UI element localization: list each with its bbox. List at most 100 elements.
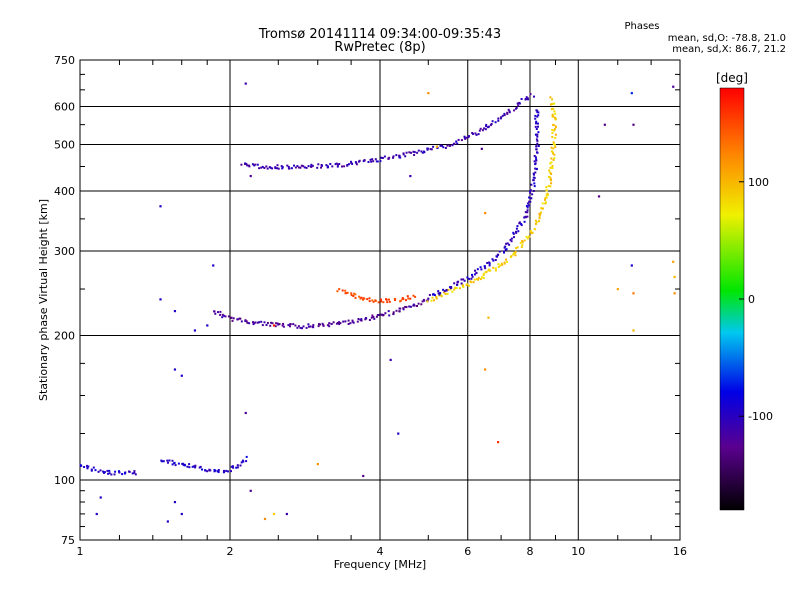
echo-point (526, 211, 529, 214)
echo-point (488, 264, 491, 267)
echo-point (379, 160, 382, 163)
echo-point (307, 323, 310, 326)
echo-point (473, 278, 476, 281)
echo-point (405, 299, 407, 302)
echo-point (488, 261, 491, 264)
echo-point (551, 166, 554, 169)
echo-point (99, 496, 102, 499)
echo-point (338, 323, 341, 326)
echo-point (325, 164, 328, 167)
echo-point (554, 133, 557, 136)
echo-point (173, 368, 177, 371)
echo-point (274, 167, 277, 170)
phase-stats-heading: Phases (624, 21, 660, 32)
echo-point (548, 175, 550, 178)
echo-point (240, 461, 243, 464)
y-tick-label: 750 (54, 54, 75, 67)
echo-point (490, 123, 493, 125)
echo-point (287, 324, 290, 327)
echo-point (387, 310, 390, 313)
echo-point (503, 112, 506, 115)
echo-point (427, 297, 430, 300)
echo-point (362, 474, 365, 478)
echo-point (479, 278, 482, 281)
echo-point (420, 303, 423, 306)
echo-trace (79, 464, 137, 476)
echo-point (534, 156, 537, 159)
echo-point (398, 154, 401, 157)
echo-point (528, 200, 531, 203)
echo-point (311, 164, 314, 167)
echo-point (173, 309, 177, 313)
echo-point (475, 133, 478, 136)
echo-point (441, 144, 444, 147)
echo-point (485, 270, 488, 273)
echo-point (254, 163, 257, 166)
echo-point (520, 98, 523, 100)
echo-point (545, 196, 548, 199)
echo-point (240, 163, 243, 166)
echo-point (538, 220, 540, 223)
echo-point (389, 358, 392, 362)
echo-point (227, 470, 229, 473)
echo-point (374, 299, 377, 302)
echo-point (495, 255, 498, 258)
echo-point (294, 166, 297, 169)
echo-point (332, 321, 335, 324)
echo-point (421, 151, 424, 154)
echo-point (521, 241, 524, 244)
echo-point (494, 259, 497, 261)
echo-point (597, 195, 601, 198)
echo-point (537, 125, 539, 128)
echo-point (485, 125, 488, 128)
echo-point (180, 512, 183, 516)
echo-point (401, 297, 404, 299)
echo-point (529, 200, 532, 203)
echo-point (552, 107, 555, 110)
echo-point (322, 324, 325, 327)
echo-point (550, 182, 553, 185)
echo-point (258, 321, 261, 324)
echo-point (547, 184, 550, 187)
echo-trace (427, 109, 540, 300)
echo-point (514, 254, 517, 257)
echo-point (446, 144, 449, 147)
echo-point (537, 114, 540, 117)
echo-point (271, 322, 274, 325)
echo-point (550, 150, 553, 153)
echo-point (352, 295, 355, 297)
echo-point (107, 472, 110, 475)
echo-point (535, 120, 538, 123)
echo-point (331, 165, 334, 168)
echo-point (338, 321, 341, 324)
echo-point (108, 469, 111, 472)
echo-point (515, 231, 518, 234)
echo-point (515, 227, 518, 230)
echo-point (427, 92, 430, 95)
echo-point (481, 129, 484, 132)
echo-point (337, 322, 339, 324)
echo-point (535, 128, 538, 130)
echo-point (549, 171, 552, 174)
echo-point (512, 232, 515, 235)
echo-point (554, 116, 556, 119)
echo-point (380, 298, 382, 301)
echo-point (217, 471, 220, 473)
echo-point (536, 151, 538, 154)
echo-point (533, 155, 536, 157)
echo-point (535, 222, 537, 225)
echo-point (385, 298, 388, 301)
echo-point (479, 127, 482, 130)
echo-point (550, 157, 553, 160)
echo-point (244, 82, 247, 85)
echo-point (438, 293, 441, 296)
echo-point (443, 290, 446, 293)
echo-point (344, 320, 347, 323)
echo-point (532, 172, 535, 175)
echo-point (386, 301, 389, 304)
echo-point (533, 95, 535, 98)
echo-point (445, 289, 448, 291)
echo-point (554, 145, 557, 148)
echo-point (219, 313, 222, 316)
echo-point (500, 262, 503, 265)
